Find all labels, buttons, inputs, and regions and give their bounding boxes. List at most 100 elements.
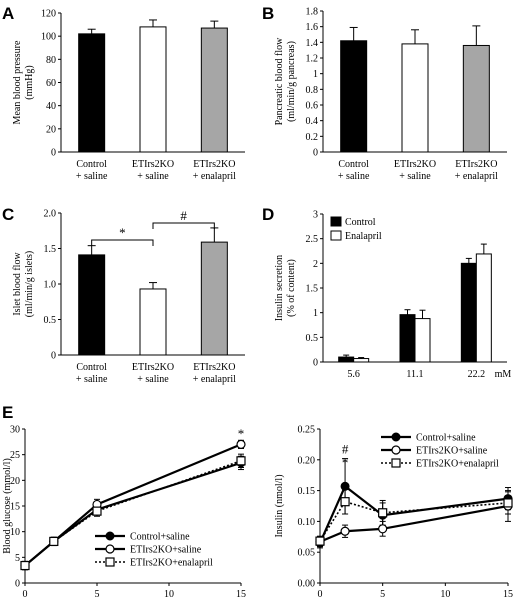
- y-tick-label: 40: [46, 101, 56, 112]
- y-tick-label: 0.05: [298, 548, 316, 559]
- y-tick-label: 1.0: [44, 280, 57, 291]
- y-tick-label: 1.4: [306, 38, 319, 49]
- bar: [200, 27, 228, 153]
- y-axis-label-line: (ml/min/g islets): [24, 251, 35, 317]
- y-axis-label-line: Mean blood pressure: [12, 40, 23, 124]
- category-label: + enalapril: [193, 374, 236, 385]
- y-axis-label-line: (% of content): [286, 259, 297, 317]
- legend-label: Enalapril: [345, 231, 382, 242]
- data-point: [92, 506, 102, 516]
- legend-marker: [391, 445, 401, 455]
- y-tick-label: 25: [10, 450, 20, 461]
- y-axis-label-line: (ml/min/g pancreas): [286, 41, 297, 122]
- y-tick-label: 0.25: [298, 425, 316, 436]
- legend-marker: [391, 458, 401, 468]
- y-tick-label: 0.6: [306, 101, 319, 112]
- y-tick-label: 1: [313, 69, 318, 80]
- y-axis-label-line: Insulin secretion: [274, 255, 285, 321]
- y-tick-label: 0.00: [298, 579, 316, 590]
- legend-label: ETIrs2KO+enalapril: [130, 558, 213, 569]
- y-axis-label: Insulin secretion(% of content): [274, 255, 297, 321]
- y-tick-label: 0: [313, 358, 318, 369]
- y-axis-label: Pancreatic blood flow(ml/min/g pancreas): [274, 37, 297, 126]
- legend-label: ETIrs2KO+saline: [416, 446, 488, 457]
- series-line: [24, 443, 242, 567]
- x-tick-label: 10: [164, 589, 174, 599]
- bar: [353, 358, 370, 363]
- bar: [78, 33, 106, 153]
- y-tick-label: 1.2: [306, 54, 319, 65]
- category-label: ETIrs2KO: [132, 159, 174, 170]
- x-tick-label: 0: [23, 589, 28, 599]
- category-label: ETIrs2KO: [132, 362, 174, 373]
- y-tick-label: 0.2: [306, 132, 319, 143]
- y-axis-label: Insulin (nmol/l): [274, 474, 285, 537]
- legend-swatch: [330, 216, 342, 227]
- y-tick-label: 0.5: [44, 315, 57, 326]
- category-label: + saline: [338, 171, 370, 182]
- y-tick-label: 0.5: [306, 333, 319, 344]
- bar: [462, 44, 490, 153]
- y-tick-label: 15: [10, 502, 20, 513]
- category-label: 11.1: [406, 369, 423, 380]
- x-tick-label: 10: [440, 589, 450, 599]
- data-point: [236, 456, 246, 466]
- data-point: [315, 536, 325, 546]
- category-label: Control: [76, 159, 107, 170]
- bar: [139, 26, 167, 153]
- y-tick-label: 2.0: [44, 209, 57, 220]
- x-tick-label: 5: [380, 589, 385, 599]
- y-tick-label: 1.6: [306, 22, 319, 33]
- y-tick-label: 0.4: [306, 116, 319, 127]
- category-label: ETIrs2KO: [394, 159, 436, 170]
- x-tick-label: 5: [95, 589, 100, 599]
- significance-label: *: [342, 455, 349, 470]
- y-tick-label: 20: [10, 476, 20, 487]
- data-point: [340, 526, 350, 536]
- y-tick-label: 2: [313, 259, 318, 270]
- y-tick-label: 0.8: [306, 85, 319, 96]
- bar: [200, 241, 228, 356]
- y-tick-label: 1.8: [306, 7, 319, 18]
- significance-bracket: [152, 222, 215, 229]
- y-tick-label: 1.5: [44, 244, 57, 255]
- category-label: + saline: [137, 171, 169, 182]
- significance-label: *: [238, 426, 245, 441]
- legend-label: Control+saline: [416, 433, 476, 444]
- x-unit-label: mM: [495, 369, 512, 380]
- legend-label: Control+saline: [130, 532, 190, 543]
- y-tick-label: 5: [15, 553, 20, 564]
- data-point: [49, 536, 59, 547]
- y-tick-label: 0.20: [298, 455, 316, 466]
- y-tick-label: 120: [41, 9, 56, 20]
- panel-letter-e: E: [2, 403, 13, 422]
- category-label: ETIrs2KO: [193, 159, 235, 170]
- y-tick-label: 1: [313, 308, 318, 319]
- data-point: [340, 497, 350, 507]
- y-tick-label: 0: [15, 579, 20, 590]
- y-tick-label: 20: [46, 124, 56, 135]
- series-line: [319, 500, 509, 542]
- y-axis-label-line: Pancreatic blood flow: [274, 37, 285, 126]
- bar: [460, 262, 477, 363]
- y-tick-label: 0: [313, 148, 318, 159]
- category-label: 5.6: [347, 369, 360, 380]
- category-label: ETIrs2KO: [455, 159, 497, 170]
- category-label: ETIrs2KO: [193, 362, 235, 373]
- chart-d: 0 0.5 1 1.5 2 2.5 3 5.6 11.1 22.2 mM Insulin secret…: [274, 210, 511, 381]
- data-point: [236, 439, 246, 449]
- y-axis-label: Blood glucose (mmol/l): [2, 458, 13, 554]
- bar: [340, 40, 368, 153]
- bar: [401, 43, 429, 153]
- legend-marker: [391, 432, 401, 442]
- y-tick-label: 10: [10, 527, 20, 538]
- panel-letter-a: A: [2, 4, 14, 23]
- bar: [338, 356, 355, 363]
- y-tick-label: 2.5: [306, 234, 319, 245]
- y-axis-label-line: Islet blood flow: [12, 252, 23, 316]
